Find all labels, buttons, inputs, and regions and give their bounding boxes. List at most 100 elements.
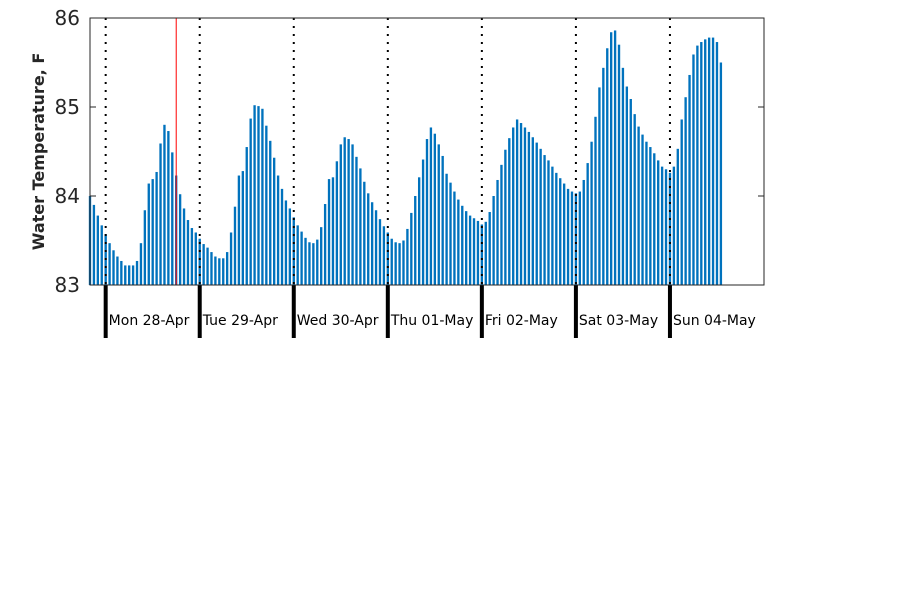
- data-bar: [711, 37, 715, 285]
- data-bar: [449, 182, 452, 285]
- y-tick-label: 83: [55, 273, 80, 297]
- day-label: Sun 04-May: [673, 313, 756, 329]
- data-bar: [688, 74, 691, 286]
- data-bar: [390, 238, 393, 285]
- data-bar: [445, 173, 448, 285]
- data-bar: [500, 164, 503, 285]
- y-tick-label: 84: [55, 184, 80, 208]
- data-bar: [559, 178, 562, 285]
- data-bar: [476, 220, 480, 285]
- data-bar: [182, 208, 186, 285]
- data-bar: [692, 54, 695, 285]
- day-label: Thu 01-May: [390, 313, 474, 329]
- data-bar: [547, 160, 550, 285]
- data-bar: [378, 219, 382, 285]
- data-bar: [551, 166, 554, 285]
- data-bar: [112, 250, 115, 285]
- data-bar: [668, 172, 672, 285]
- data-bar: [402, 240, 405, 285]
- data-bar: [523, 127, 527, 285]
- data-bar: [453, 191, 456, 285]
- data-bar: [664, 169, 668, 285]
- data-bar: [504, 149, 507, 285]
- axes-box: [89, 17, 765, 286]
- data-bar: [586, 163, 589, 285]
- data-bar: [131, 265, 135, 285]
- day-label: Mon 28-Apr: [109, 313, 190, 329]
- data-bar: [555, 172, 558, 285]
- data-bar: [512, 127, 515, 285]
- data-bar: [335, 161, 339, 285]
- data-bar: [257, 106, 260, 285]
- data-bar: [363, 181, 366, 285]
- plot-area: Mon 28-Apr Tue 29-Apr Wed 30-Apr Thu 01-May…: [29, 6, 765, 338]
- data-bar: [92, 204, 96, 285]
- data-bar: [645, 141, 648, 285]
- data-bar: [719, 62, 723, 285]
- data-bar: [535, 142, 538, 285]
- data-bar: [135, 260, 139, 285]
- data-bar: [539, 148, 542, 285]
- data-bar: [680, 119, 683, 286]
- data-bar: [178, 194, 182, 285]
- data-bar: [167, 131, 170, 285]
- data-bar: [578, 191, 581, 285]
- data-bar: [249, 118, 252, 285]
- data-bar: [672, 166, 676, 285]
- y-axis-label: Water Temperature, F: [29, 53, 48, 251]
- data-bar: [704, 39, 707, 285]
- data-bar: [151, 179, 154, 285]
- data-bar: [562, 183, 566, 285]
- data-bar: [171, 152, 174, 285]
- data-bar: [684, 97, 687, 286]
- data-bar: [163, 124, 166, 285]
- data-bar: [570, 191, 574, 285]
- data-bar: [625, 86, 629, 285]
- data-bar: [222, 258, 225, 285]
- data-bar: [590, 141, 593, 285]
- data-bar: [613, 30, 617, 286]
- data-bar: [437, 144, 440, 285]
- data-bar: [253, 105, 256, 285]
- data-bar: [116, 256, 119, 285]
- data-bar: [367, 193, 370, 285]
- data-bar: [531, 137, 534, 285]
- data-bar: [472, 218, 476, 285]
- data-bar: [323, 204, 327, 285]
- data-bar: [484, 221, 487, 285]
- data-bar: [574, 193, 578, 285]
- data-bar: [355, 156, 358, 285]
- data-bar: [598, 87, 601, 285]
- data-bar: [128, 265, 131, 285]
- data-bar: [159, 143, 162, 285]
- data-bar: [296, 225, 299, 285]
- data-bar: [100, 225, 103, 285]
- data-bar: [280, 188, 284, 285]
- data-bar: [480, 224, 484, 285]
- data-bar: [206, 247, 209, 285]
- y-tick-label: 86: [55, 6, 80, 30]
- data-bar: [543, 155, 546, 285]
- data-bar: [265, 125, 268, 285]
- data-bar: [657, 160, 660, 285]
- data-bar: [696, 45, 699, 286]
- data-bar: [339, 144, 342, 285]
- data-bar: [394, 242, 397, 285]
- data-bar: [492, 196, 495, 285]
- data-bar: [320, 227, 323, 285]
- day-label: Fri 02-May: [485, 313, 558, 329]
- data-bar: [508, 138, 511, 285]
- data-bar: [461, 205, 464, 285]
- data-bar: [700, 42, 703, 285]
- data-bar: [327, 179, 331, 285]
- data-bar: [218, 258, 221, 285]
- data-bar: [707, 37, 711, 285]
- data-bar: [421, 159, 425, 285]
- day-label: Sat 03-May: [579, 313, 658, 329]
- data-bar: [621, 67, 625, 285]
- data-bar: [269, 140, 272, 285]
- data-bar: [347, 139, 350, 285]
- data-bar: [465, 211, 468, 285]
- data-bar: [194, 232, 197, 285]
- data-bar: [237, 175, 241, 285]
